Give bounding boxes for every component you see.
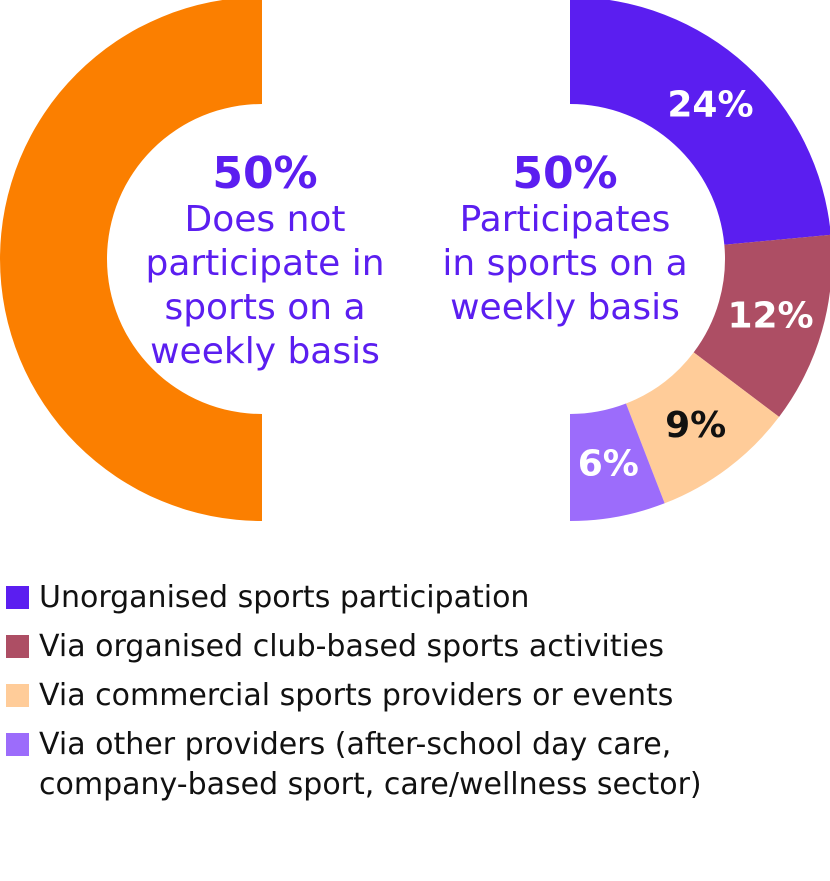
slice-1 [693, 234, 830, 417]
slice-label-3: 6% [578, 443, 639, 484]
left-description: Does not participate in sports on a week… [145, 199, 385, 372]
slice-2 [625, 352, 780, 504]
legend-item: Via commercial sports providers or event… [6, 676, 826, 716]
legend-swatch-unorganised [6, 586, 29, 609]
left-center-text: 50% Does not participate in sports on a … [130, 150, 400, 374]
left-percentage: 50% [212, 148, 318, 199]
legend-swatch-other [6, 733, 29, 756]
slice-label-2: 9% [665, 405, 726, 446]
legend-item: Via other providers (after-school day ca… [6, 725, 826, 805]
legend-item: Unorganised sports participation [6, 578, 826, 618]
donut-chart: 24% 12% 9% 6% [0, 0, 830, 521]
slice-0 [570, 0, 830, 245]
right-description: Participates in sports on a weekly basis [442, 199, 688, 328]
slice-label-1: 12% [727, 296, 813, 337]
right-center-text: 50% Participates in sports on a weekly b… [430, 150, 700, 330]
legend-label: Unorganised sports participation [39, 580, 530, 615]
legend-swatch-club [6, 635, 29, 658]
legend-swatch-commercial [6, 684, 29, 707]
legend: Unorganised sports participation Via org… [6, 578, 826, 814]
right-percentage: 50% [512, 148, 618, 199]
slice-3 [570, 403, 665, 521]
left-half-arc [0, 0, 262, 521]
legend-label: Via organised club-based sports activiti… [39, 629, 665, 664]
legend-label: Via other providers (after-school day ca… [39, 727, 702, 802]
legend-label: Via commercial sports providers or event… [39, 678, 674, 713]
slice-label-0: 24% [667, 84, 753, 125]
legend-item: Via organised club-based sports activiti… [6, 627, 826, 667]
